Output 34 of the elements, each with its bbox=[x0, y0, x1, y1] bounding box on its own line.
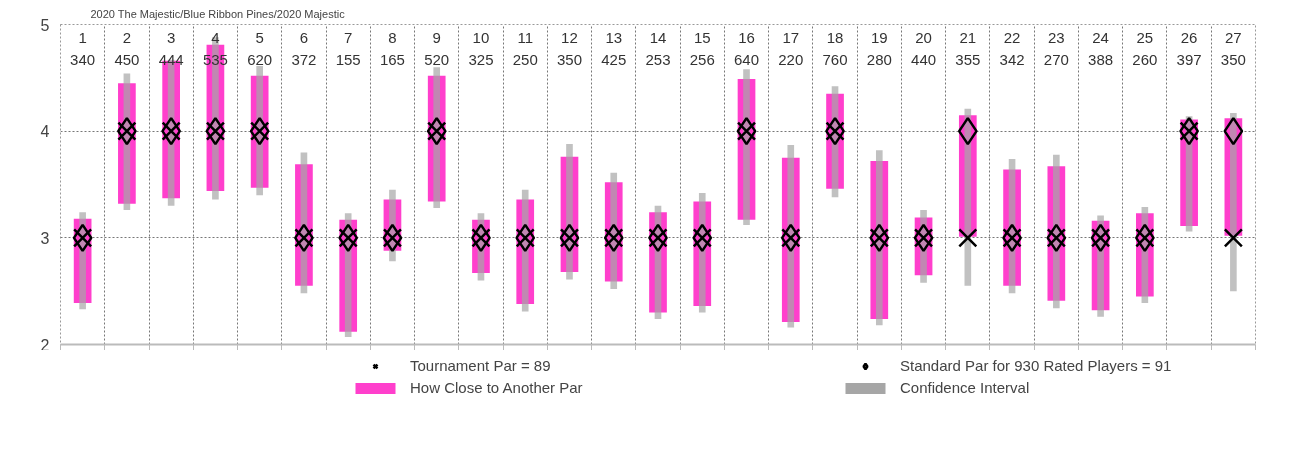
x-tick-label: 13 425 bbox=[601, 28, 627, 68]
x-tick-label: 26 397 bbox=[1176, 28, 1202, 68]
x-tick-label: 8 165 bbox=[379, 28, 405, 68]
x-tick-label: 24 388 bbox=[1088, 28, 1114, 68]
x-tick-label: 22 342 bbox=[999, 28, 1025, 68]
legend-label: How Close to Another Par bbox=[410, 379, 584, 396]
x-tick-label: 6 372 bbox=[291, 28, 317, 68]
x-tick-label: 19 280 bbox=[866, 28, 892, 68]
legend-label: Standard Par for 930 Rated Players = 91 bbox=[900, 357, 1173, 374]
legend-label: Tournament Par = 89 bbox=[410, 357, 552, 374]
x-tick-label: 25 260 bbox=[1132, 28, 1158, 68]
x-tick-label: 23 270 bbox=[1043, 28, 1069, 68]
x-tick-label: 10 325 bbox=[468, 28, 494, 68]
x-tick-label: 1 340 bbox=[70, 28, 96, 68]
x-tick-label: 2 450 bbox=[114, 28, 140, 68]
chart-title: 2020 The Majestic/Blue Ribbon Pines/2020 Majestic bbox=[90, 7, 346, 20]
x-tick-label: 17 220 bbox=[778, 28, 804, 68]
x-tick-label: 18 760 bbox=[822, 28, 848, 68]
x-tick-label: 21 355 bbox=[955, 28, 981, 68]
x-tick-label: 9 520 bbox=[424, 28, 450, 68]
x-tick-label: 7 155 bbox=[335, 28, 361, 68]
y-tick-label: 3 bbox=[40, 229, 50, 247]
y-tick-label: 2 bbox=[40, 336, 50, 354]
x-tick-label: 11 250 bbox=[512, 28, 538, 68]
x-tick-label: 5 620 bbox=[247, 28, 273, 68]
x-tick-label: 27 350 bbox=[1220, 28, 1246, 68]
x-tick-label: 12 350 bbox=[556, 28, 582, 68]
y-tick-label: 4 bbox=[40, 123, 50, 141]
y-tick-label: 5 bbox=[40, 16, 50, 34]
x-tick-label: 15 256 bbox=[689, 28, 715, 68]
x-tick-label: 16 640 bbox=[734, 28, 760, 68]
x-tick-label: 20 440 bbox=[911, 28, 937, 68]
x-tick-label: 14 253 bbox=[645, 28, 671, 68]
legend-label: Confidence Interval bbox=[900, 379, 1031, 396]
